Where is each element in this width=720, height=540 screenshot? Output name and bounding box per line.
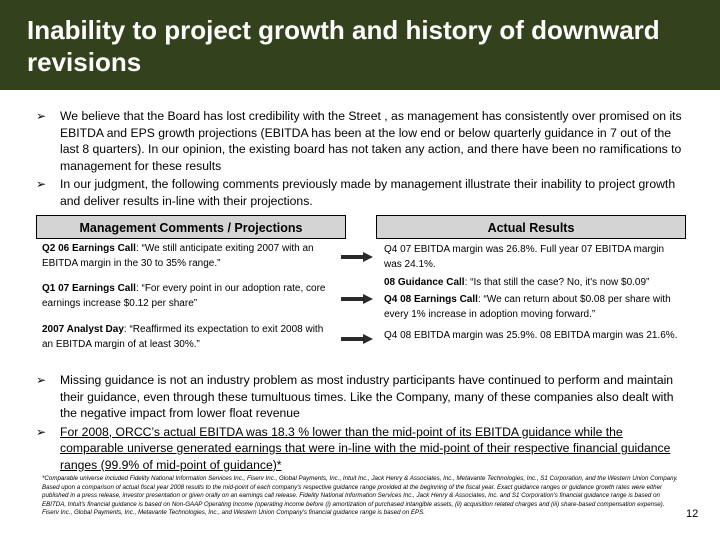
bullet-text: For 2008, ORCC’s actual EBITDA was 18.3 … [60,424,671,472]
bullet-text: In our judgment, the following comments … [60,177,676,208]
result-text: : “Is that still the case? No, it's now … [464,277,650,288]
bottom-bullet-list: ➢ Missing guidance is not an industry pr… [36,372,686,475]
slide-title: Inability to project growth and history … [27,15,660,77]
top-bullet-list: ➢ We believe that the Board has lost cre… [36,108,686,211]
title-bar: Inability to project growth and history … [0,0,720,90]
right-arrow-icon [341,294,373,304]
comment-label: 2007 Analyst Day [42,324,124,335]
bullet-text: Missing guidance is not an industry prob… [60,373,674,420]
result-text: Q4 08 EBITDA margin was 25.9%. 08 EBITDA… [384,330,678,341]
comment-q2-06: Q2 06 Earnings Call: “We still anticipat… [38,240,338,273]
result-08-guidance-call: 08 Guidance Call: “Is that still the cas… [380,274,688,293]
result-label: Q4 08 Earnings Call [384,294,478,305]
comment-label: Q1 07 Earnings Call [42,283,136,294]
right-arrow-icon [341,334,373,344]
result-q4-08-margin: Q4 08 EBITDA margin was 25.9%. 08 EBITDA… [380,327,688,346]
comment-label: Q2 06 Earnings Call [42,243,136,254]
bullet-item: ➢ In our judgment, the following comment… [36,176,686,209]
comment-text: : “We still anticipate exiting 2007 with… [42,243,314,269]
bullet-item: ➢ We believe that the Board has lost cre… [36,108,686,174]
result-text: Q4 07 EBITDA margin was 26.8%. Full year… [384,244,665,270]
arrow-bullet-icon: ➢ [36,109,47,123]
result-q4-07: Q4 07 EBITDA margin was 26.8%. Full year… [380,241,688,274]
arrow-bullet-icon: ➢ [36,424,47,439]
actual-results-header: Actual Results [376,215,686,239]
comment-text: : “For every point in our adoption rate,… [42,283,326,309]
result-label: 08 Guidance Call [384,277,465,288]
bullet-text: We believe that the Board has lost credi… [60,109,682,173]
comment-2007-analyst-day: 2007 Analyst Day: “Reaffirmed its expect… [38,321,338,354]
right-arrow-icon [341,252,373,262]
arrow-bullet-icon: ➢ [36,177,47,191]
arrow-bullet-icon: ➢ [36,373,47,387]
comment-text: : “Reaffirmed its expectation to exit 20… [42,324,324,350]
result-text: : “We can return about $0.08 per share w… [384,294,671,320]
management-comments-header: Management Comments / Projections [36,215,346,239]
footnote: *Comparable universe included Fidelity N… [42,475,678,517]
result-q4-08-call: Q4 08 Earnings Call: “We can return abou… [380,291,688,324]
bullet-item: ➢ Missing guidance is not an industry pr… [36,372,686,422]
comment-q1-07: Q1 07 Earnings Call: “For every point in… [38,280,338,313]
bullet-item: ➢ For 2008, ORCC’s actual EBITDA was 18.… [36,424,686,474]
page-number: 12 [686,508,699,520]
